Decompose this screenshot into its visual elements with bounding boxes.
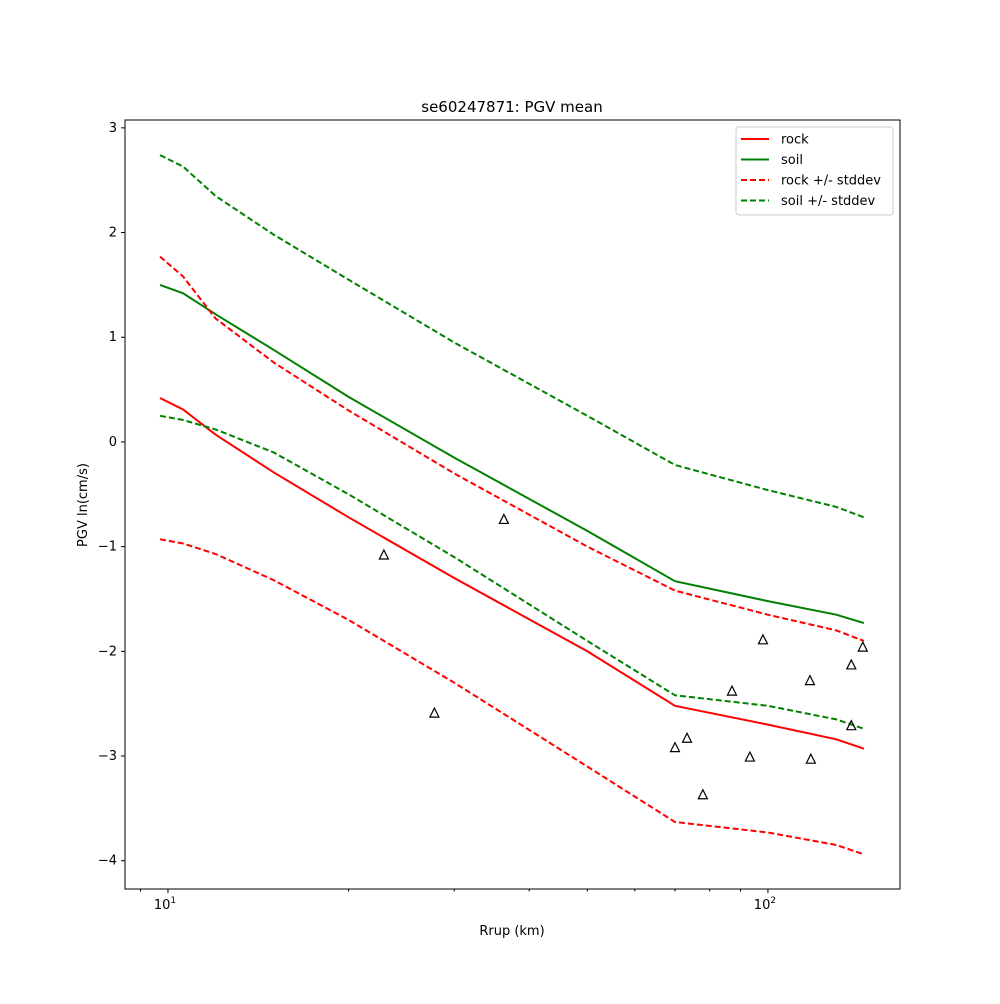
axes-frame (124, 119, 901, 890)
observation-point (428, 706, 440, 718)
x-tick-label: 101 (154, 896, 176, 913)
y-tick-label: −2 (98, 644, 117, 659)
y-tick-label: −1 (98, 540, 117, 555)
observation-point (669, 741, 681, 753)
observation-point (804, 674, 816, 686)
legend-label: rock +/- stddev (781, 174, 881, 189)
legend-box (735, 126, 894, 216)
series-line-rock-stddev (159, 255, 865, 642)
observation-point (757, 633, 769, 645)
observation-point (805, 752, 817, 764)
observation-point (744, 750, 756, 762)
series-line-rock (159, 397, 865, 750)
observation-point (697, 788, 709, 800)
legend-label: rock (781, 133, 809, 148)
legend: rock soil rock +/- stddev soil +/- stddev (735, 126, 894, 216)
observation-point (726, 684, 738, 696)
series-line-soil-stddev (159, 154, 865, 519)
observation-point (378, 548, 390, 560)
y-axis-label: PGV ln(cm/s) (76, 463, 91, 547)
observation-point (498, 513, 510, 525)
y-tick-label: −4 (98, 854, 117, 869)
y-tick-label: 2 (109, 226, 117, 241)
observation-point (681, 731, 693, 743)
y-tick-label: −3 (98, 749, 117, 764)
series-line-rock-stddev-lower- (159, 538, 865, 856)
x-tick-label: 102 (754, 896, 776, 913)
series-line-soil-stddev-lower- (159, 414, 865, 730)
series-line-soil (159, 283, 865, 625)
observation-point (845, 658, 857, 670)
legend-label: soil (781, 153, 803, 168)
y-tick-label: 3 (109, 121, 117, 136)
chart-title: se60247871: PGV mean (421, 98, 602, 116)
x-axis-label: Rrup (km) (479, 924, 544, 939)
y-tick-label: 0 (109, 435, 117, 450)
observation-point (845, 719, 857, 731)
observation-point (857, 640, 869, 652)
y-tick-label: 1 (109, 330, 117, 345)
legend-label: soil +/- stddev (781, 194, 876, 209)
